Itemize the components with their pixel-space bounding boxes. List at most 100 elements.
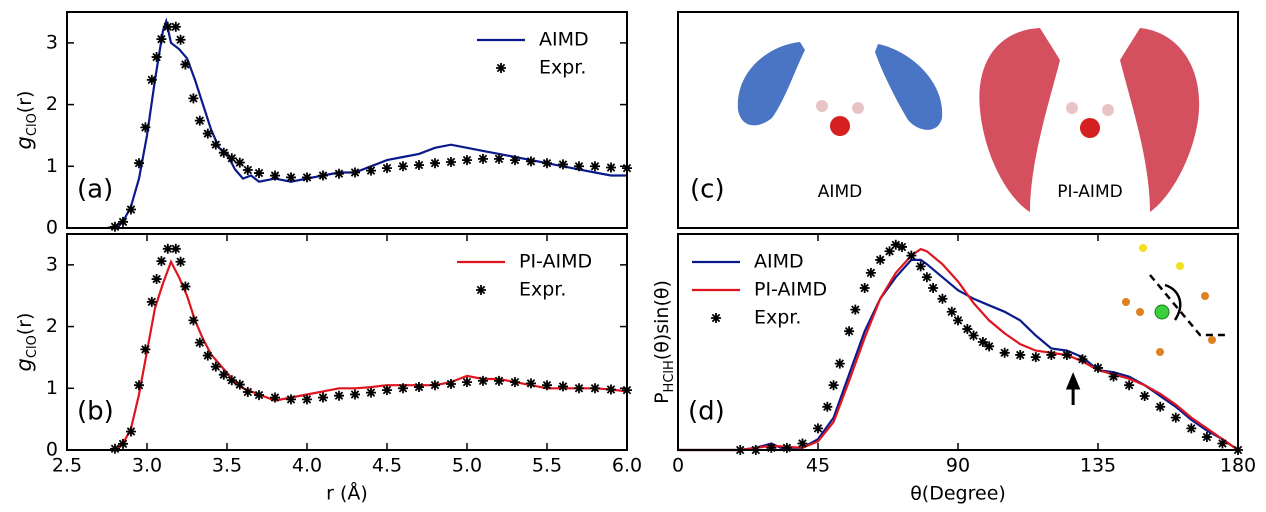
data-marker: [151, 52, 162, 63]
data-marker: [202, 350, 213, 361]
data-marker: [526, 378, 536, 389]
y-tick-label: 1: [46, 155, 58, 177]
axes-frame: [66, 11, 628, 229]
data-marker: [430, 158, 440, 169]
isosurface: [979, 28, 1060, 212]
y-label-sub: ClO: [25, 113, 40, 136]
y-tick-label: 3: [46, 253, 58, 275]
data-marker: [254, 390, 264, 401]
panel-label: (c): [690, 175, 725, 205]
data-marker: [140, 122, 151, 133]
data-marker: [1046, 349, 1057, 360]
oxygen-atom: [830, 116, 850, 136]
data-marker: [210, 139, 221, 150]
data-marker: [175, 256, 186, 267]
data-marker: [921, 272, 932, 283]
data-marker: [126, 204, 136, 215]
data-marker: [606, 162, 616, 173]
data-marker: [822, 401, 833, 412]
x-tick-label: 180: [1220, 455, 1256, 477]
data-marker: [162, 243, 173, 254]
atom: [1139, 244, 1147, 252]
y-label-sub: HClH: [662, 360, 677, 392]
data-marker: [1108, 371, 1119, 382]
data-marker: [915, 261, 926, 272]
data-marker: [1217, 438, 1228, 449]
data-marker: [414, 382, 424, 393]
data-marker: [884, 246, 895, 257]
data-marker: [542, 158, 552, 169]
x-tick-label: 6.0: [612, 455, 642, 477]
data-marker: [1030, 352, 1041, 363]
image-caption: AIMD: [818, 182, 862, 202]
x-tick-label: 45: [806, 455, 830, 477]
data-marker: [110, 443, 120, 454]
data-marker: [398, 383, 408, 394]
data-marker: [542, 380, 552, 391]
data-marker: [188, 315, 199, 326]
data-marker: [156, 256, 167, 267]
data-marker: [865, 267, 876, 278]
y-tick-label: 3: [46, 31, 58, 53]
data-marker: [242, 164, 253, 175]
x-axis-label: r (Å): [326, 482, 368, 505]
data-marker: [180, 281, 191, 292]
data-marker: [270, 170, 280, 181]
data-marker: [318, 392, 328, 403]
x-tick-label: 5.0: [452, 455, 482, 477]
data-marker: [446, 156, 456, 167]
data-marker: [270, 392, 280, 403]
data-marker: [1155, 401, 1166, 412]
y-axis-label: gClO(r): [12, 91, 40, 150]
y-axis-label: gClO(r): [12, 313, 40, 372]
data-marker: [781, 442, 792, 453]
data-marker: [334, 390, 344, 401]
data-marker: [984, 341, 995, 352]
x-tick-label: 0: [672, 455, 684, 477]
oxygen-atom: [1080, 118, 1100, 138]
y-axis-label: PHClH(θ)sin(θ): [651, 280, 678, 404]
data-marker: [254, 168, 264, 179]
data-marker: [286, 394, 296, 405]
data-marker: [350, 389, 360, 400]
panel-label: (a): [77, 175, 113, 205]
data-marker: [1170, 412, 1181, 423]
data-marker: [446, 378, 456, 389]
x-tick-label: 5.5: [532, 455, 562, 477]
data-marker: [606, 384, 616, 395]
data-marker: [1061, 349, 1072, 360]
data-marker: [210, 361, 221, 372]
hydrogen-atom: [816, 100, 828, 112]
data-marker: [118, 438, 128, 449]
data-marker: [844, 326, 855, 337]
data-marker: [797, 438, 808, 449]
data-marker: [906, 250, 917, 261]
panel-label: (b): [77, 397, 114, 427]
data-marker: [382, 385, 392, 396]
atom: [1156, 348, 1164, 356]
data-marker: [574, 161, 584, 172]
x-tick-label: 135: [1080, 455, 1116, 477]
data-marker: [462, 155, 472, 166]
y-tick-label: 0: [46, 439, 58, 461]
data-marker: [590, 383, 600, 394]
y-label-main: g: [12, 358, 36, 371]
data-marker: [1093, 362, 1103, 373]
legend-label: Expr.: [519, 279, 566, 301]
x-tick-label: 2.5: [52, 455, 82, 477]
data-marker: [890, 239, 901, 250]
data-marker: [366, 387, 376, 398]
data-marker: [977, 337, 988, 347]
y-label-tail: (r): [14, 313, 36, 336]
y-tick-label: 0: [46, 217, 58, 239]
data-marker: [897, 241, 907, 252]
data-marker: [859, 283, 870, 293]
y-tick-label: 1: [46, 377, 58, 399]
data-marker: [478, 375, 488, 386]
data-marker: [234, 379, 245, 390]
data-marker: [937, 293, 948, 304]
data-marker: [590, 161, 600, 172]
annotation-arrow: [1065, 372, 1081, 405]
x-tick-label: 3.5: [212, 455, 242, 477]
